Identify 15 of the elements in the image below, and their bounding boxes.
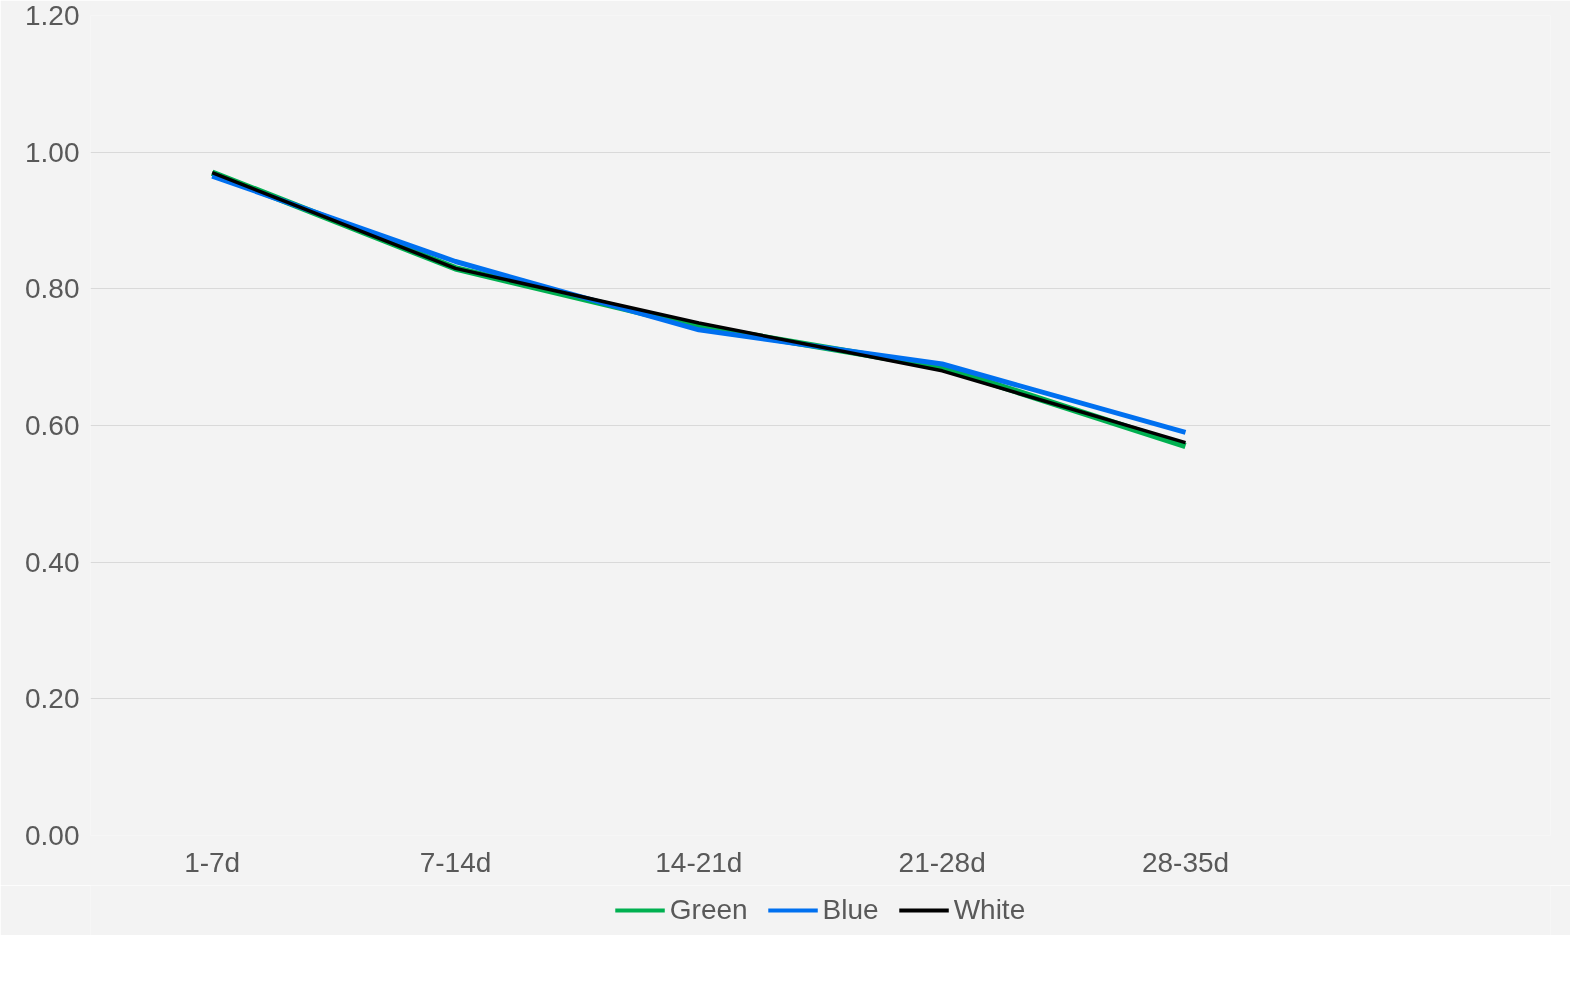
legend-label: White [953, 894, 1026, 926]
y-tick-label: 0.80 [25, 273, 80, 305]
x-tick-label: 1-7d [184, 846, 241, 878]
x-tick-label: 14-21d [655, 846, 743, 878]
y-tick-label: 0.40 [25, 546, 80, 578]
legend-label: Green [669, 894, 748, 926]
y-tick-label: 1.20 [25, 0, 80, 31]
x-tick-label: 28-35d [1141, 846, 1230, 878]
x-tick-label: 21-28d [898, 846, 986, 878]
x-tick-label: 7-14d [419, 846, 492, 878]
y-tick-label: 0.60 [25, 410, 80, 441]
y-tick-label: 0.00 [25, 820, 80, 851]
legend-label: Blue [822, 894, 879, 926]
y-tick-label: 0.20 [25, 683, 80, 715]
y-tick-label: 1.00 [25, 136, 80, 168]
